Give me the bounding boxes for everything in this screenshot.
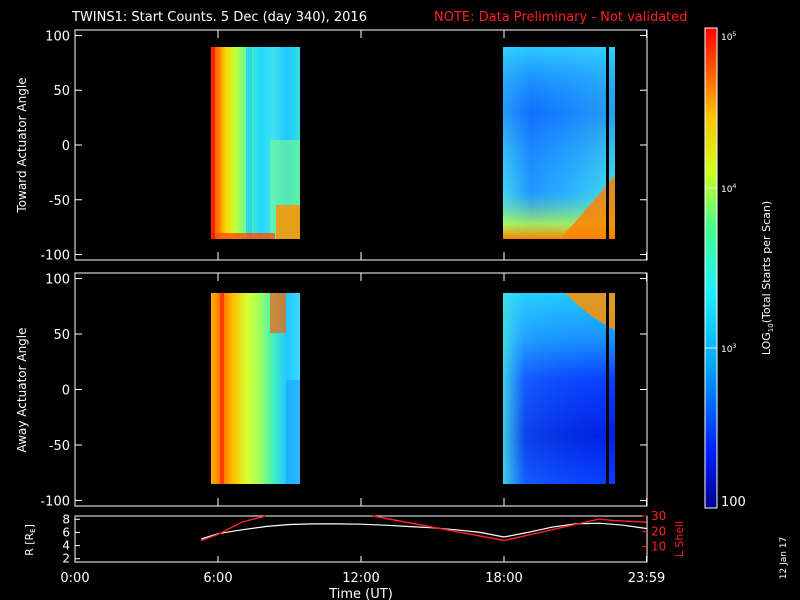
away-y-axis: 100 50 0 -50 -100 — [40, 273, 647, 509]
colorbar-label: LOG10(Total Starts per Scan) — [760, 201, 775, 355]
colorbar-tick-label: 103 — [721, 343, 736, 355]
toward-early-edge — [211, 47, 215, 239]
away-panel: 100 50 0 -50 -100 Away Actuator Angle — [15, 272, 648, 509]
colorbar: 100 103 104 105 LOG10(Total Starts per Scan… — [704, 27, 775, 510]
time-tick-label: 12:00 — [342, 571, 379, 586]
away-early-band — [270, 293, 286, 333]
y-tick-label: 50 — [53, 328, 70, 343]
colorbar-tick-label: 105 — [721, 31, 736, 43]
orbit-right-tick-label: 30 — [651, 509, 666, 523]
time-tick-label: 6:00 — [203, 571, 232, 586]
y-tick-label: 100 — [45, 273, 70, 288]
orbit-right-tick-label: 10 — [651, 540, 666, 554]
toward-heatmap — [211, 47, 615, 239]
y-tick-label: 50 — [53, 84, 70, 99]
away-ylabel: Away Actuator Angle — [15, 327, 29, 452]
away-late-gap — [606, 293, 609, 484]
toward-late-gap — [606, 47, 609, 239]
data-note: NOTE: Data Preliminary - Not validated — [434, 10, 688, 25]
y-tick-label: -100 — [40, 249, 70, 264]
orbit-right-tick-label: 20 — [651, 524, 666, 538]
y-tick-label: 100 — [45, 29, 70, 44]
toward-x-ticks — [74, 30, 648, 260]
orbit-right-ylabel: L Shell — [673, 521, 686, 557]
y-tick-label: 0 — [62, 384, 70, 399]
time-tick-label: 23:59 — [628, 571, 665, 586]
orbit-left-tick-label: 6 — [62, 525, 70, 539]
orbit-left-tick-label: 2 — [62, 552, 70, 566]
toward-late-hotspot — [560, 175, 615, 239]
orbit-left-ylabel: R [RE] — [23, 524, 37, 556]
away-heatmap — [211, 293, 615, 484]
away-x-ticks — [74, 273, 648, 506]
y-tick-label: 0 — [62, 139, 70, 154]
away-early-streak — [220, 293, 224, 484]
toward-early-streak — [246, 47, 252, 239]
colorbar-gradient — [704, 27, 718, 509]
toward-y-axis: 100 50 0 -50 -100 — [40, 29, 647, 264]
time-tick-label: 0:00 — [60, 571, 89, 586]
away-late-hotspot — [565, 293, 615, 330]
away-early-blue — [286, 380, 300, 484]
orbit-x-axis: 0:00 6:00 12:00 18:00 23:59 — [60, 556, 665, 586]
radius-series-line — [201, 522, 647, 540]
lshell-series-segment — [201, 515, 266, 542]
toward-ylabel: Toward Actuator Angle — [15, 77, 29, 213]
orbit-frame — [74, 515, 648, 563]
toward-early-corner — [276, 205, 300, 239]
time-axis-label: Time (UT) — [328, 587, 393, 600]
orbit-left-tick-label: 4 — [62, 539, 70, 553]
colorbar-tick-label: 100 — [721, 495, 746, 510]
time-tick-label: 18:00 — [485, 571, 522, 586]
plot-title: TWINS1: Start Counts. 5 Dec (day 340), 2… — [71, 10, 367, 25]
colorbar-tick-label: 104 — [721, 183, 736, 195]
lshell-series-lines — [201, 515, 647, 542]
date-stamp: 12 Jan 17 — [779, 537, 789, 580]
colorbar-ticks: 100 103 104 105 — [705, 27, 746, 510]
away-late-overlay — [503, 293, 615, 484]
y-tick-label: -50 — [49, 194, 70, 209]
toward-early-bottom — [215, 233, 275, 239]
lshell-series-segment — [372, 515, 647, 542]
y-tick-label: -50 — [49, 439, 70, 454]
orbit-left-tick-label: 8 — [62, 512, 70, 526]
toward-panel: 100 50 0 -50 -100 Toward Actuator Angle — [15, 29, 648, 264]
y-tick-label: -100 — [40, 494, 70, 509]
